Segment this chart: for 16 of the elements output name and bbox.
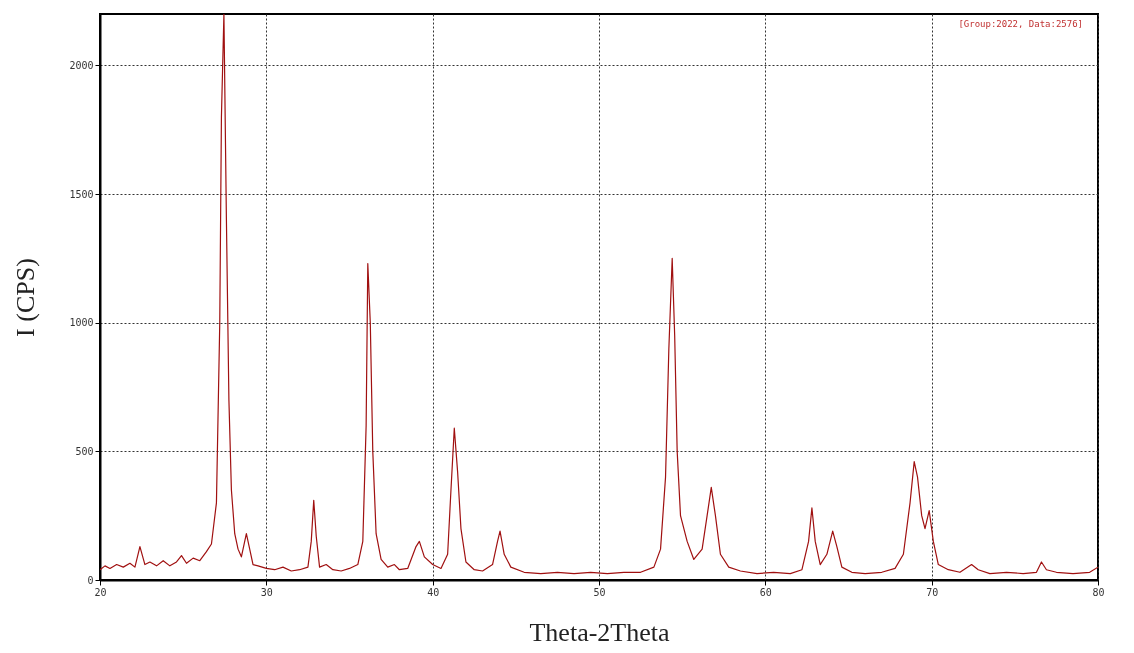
y-tick-label: 500 bbox=[75, 445, 94, 457]
y-tick-label: 0 bbox=[87, 574, 94, 586]
line-series bbox=[100, 14, 1098, 575]
x-tick-label: 60 bbox=[759, 586, 772, 598]
x-tick-label: 80 bbox=[1092, 586, 1105, 598]
y-tick-label: 1500 bbox=[69, 188, 94, 200]
x-tick-label: 50 bbox=[593, 586, 606, 598]
y-tick-label: 1000 bbox=[69, 317, 94, 329]
x-tick-label: 70 bbox=[926, 586, 939, 598]
x-tick-label: 30 bbox=[260, 586, 273, 598]
y-axis-title: I (CPS) bbox=[11, 258, 41, 337]
x-axis-title: Theta-2Theta bbox=[529, 617, 670, 647]
x-tick-label: 20 bbox=[94, 586, 107, 598]
annotation: [Group:2022, Data:2576] bbox=[958, 19, 1083, 29]
x-tick-label: 40 bbox=[427, 586, 440, 598]
y-tick-label: 2000 bbox=[69, 59, 94, 71]
